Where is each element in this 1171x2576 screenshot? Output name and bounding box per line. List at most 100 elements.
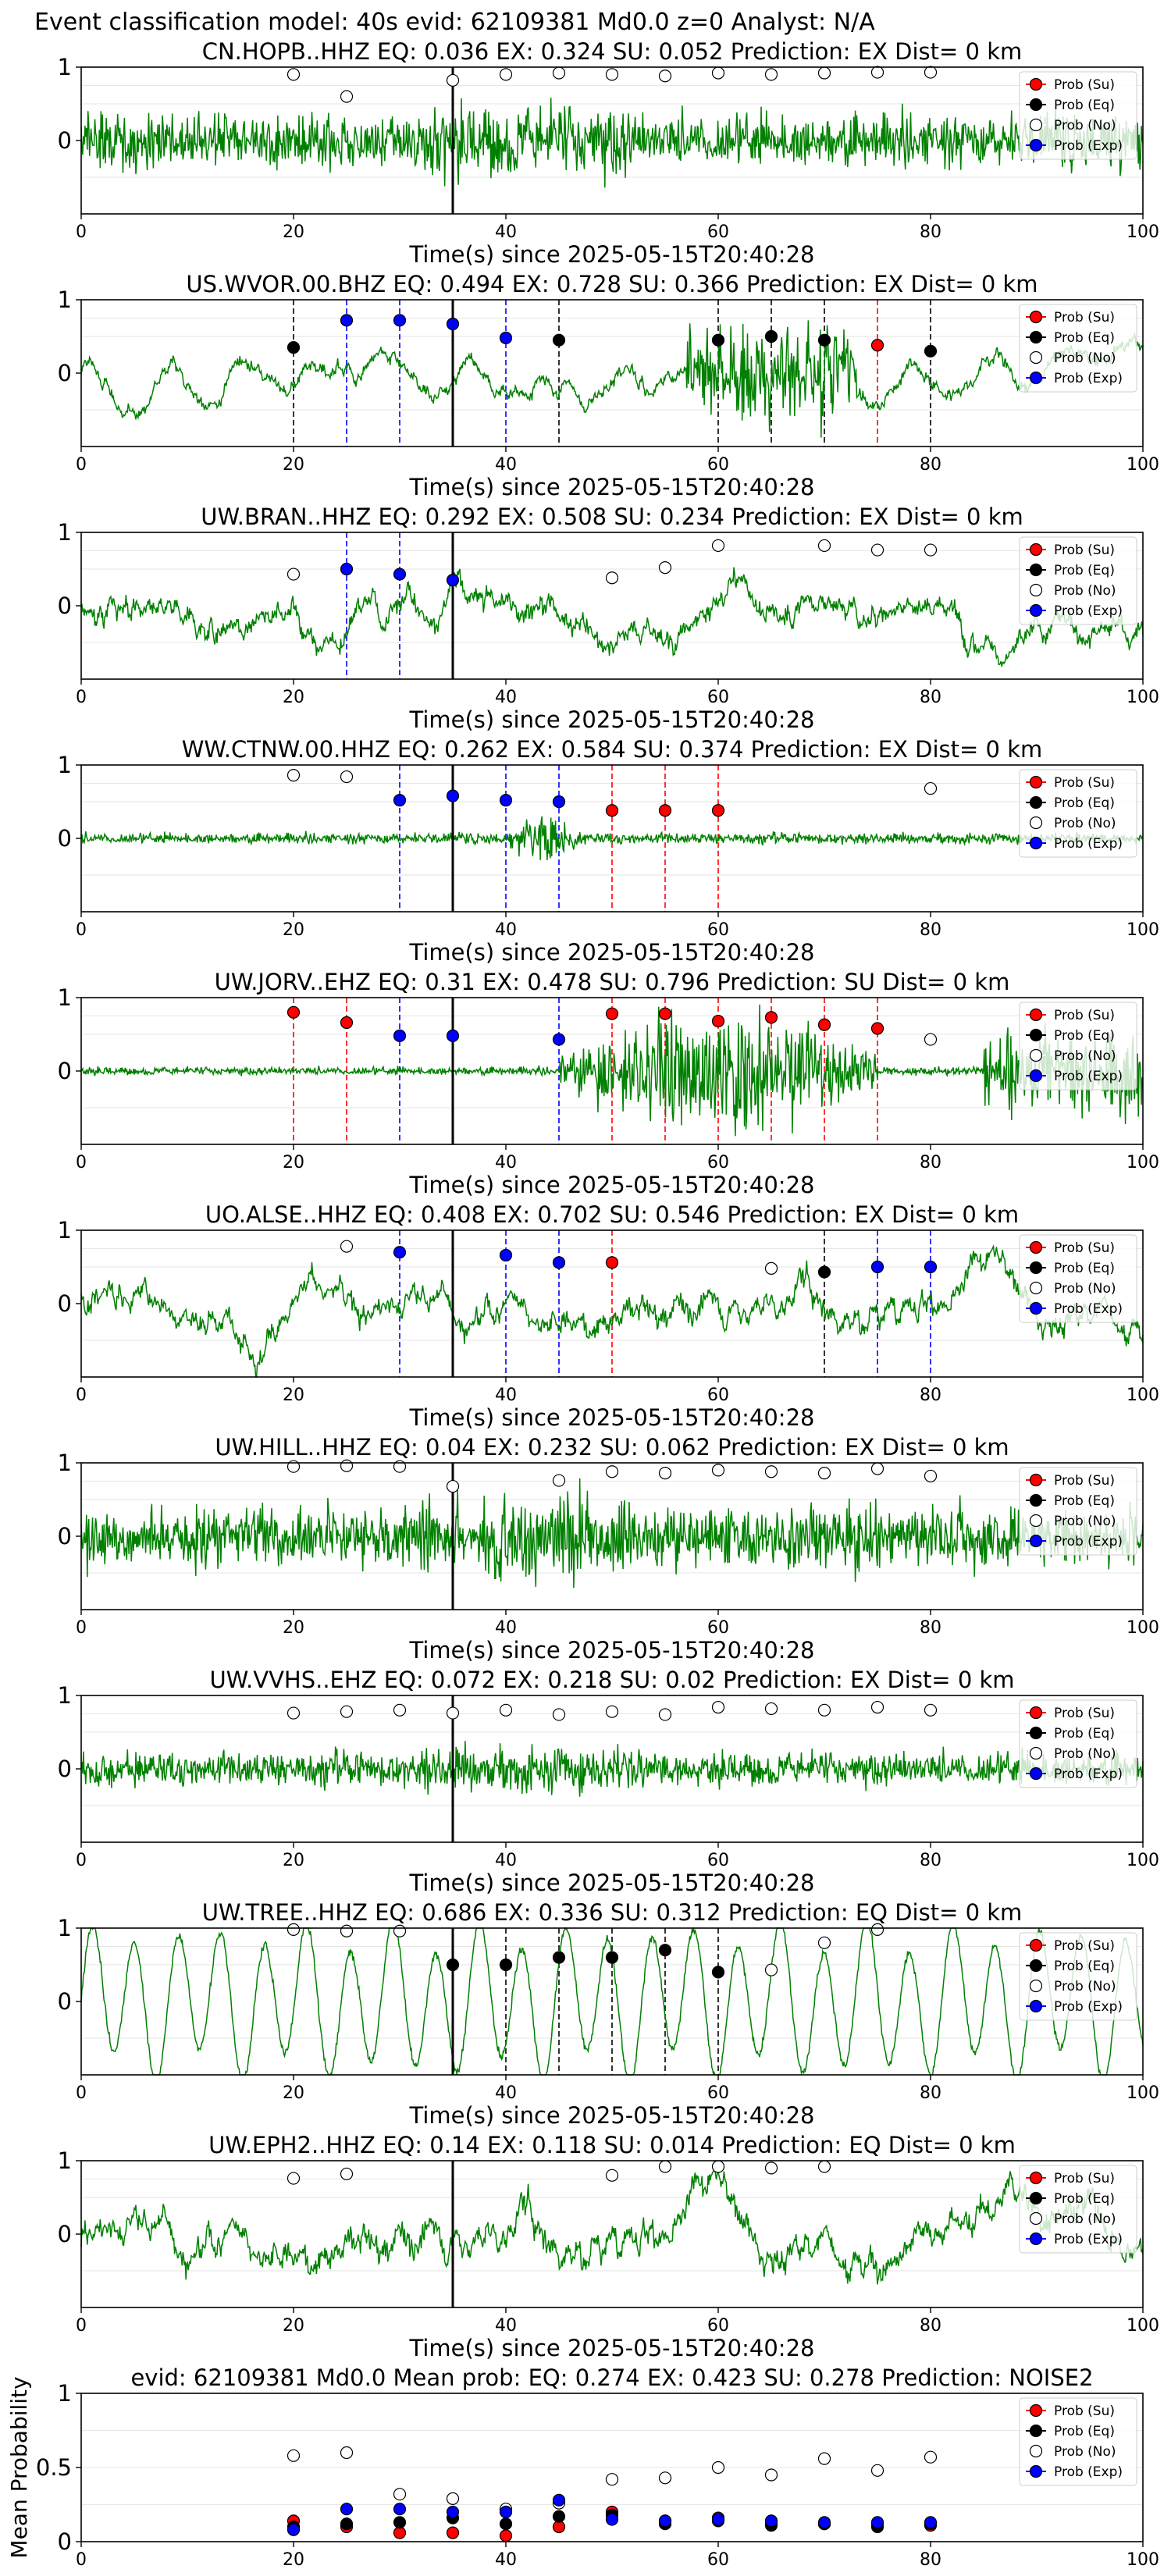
- legend-label: Prob (Exp): [1054, 371, 1123, 386]
- prob-marker-no: [658, 2160, 672, 2173]
- prob-marker-su: [658, 1007, 672, 1020]
- y-tick-label: 0: [58, 127, 72, 154]
- prob-marker-exp: [1029, 1999, 1043, 2013]
- prob-marker-exp: [446, 1029, 460, 1042]
- legend-box: [1019, 1467, 1137, 1556]
- prob-marker-no: [552, 66, 566, 80]
- prob-marker-exp: [446, 317, 460, 331]
- prob-marker-no: [924, 66, 938, 79]
- prob-marker-su: [711, 1014, 725, 1028]
- prob-marker-no: [340, 2167, 354, 2181]
- x-tick-label: 100: [1127, 920, 1159, 940]
- prob-marker-eq: [924, 344, 938, 358]
- x-tick-label: 60: [707, 1386, 729, 1405]
- x-tick-label: 0: [76, 222, 87, 242]
- prob-marker-exp: [340, 314, 354, 327]
- y-tick-label: 1: [58, 54, 72, 80]
- y-tick-label: 0: [58, 825, 72, 852]
- prob-marker-exp: [1029, 603, 1043, 617]
- prob-marker-su: [764, 1011, 778, 1024]
- prob-marker-no: [1029, 2444, 1043, 2458]
- prob-marker-no: [817, 1467, 831, 1480]
- waveform-trace: [80, 1244, 1144, 1378]
- prob-marker-no: [924, 781, 938, 795]
- x-tick-label: 80: [920, 455, 941, 475]
- prob-marker-no: [711, 66, 725, 80]
- legend-label: Prob (Su): [1054, 2403, 1115, 2419]
- x-tick-label: 60: [707, 455, 729, 475]
- prob-marker-su: [1029, 1008, 1043, 1022]
- legend-label: Prob (No): [1054, 350, 1116, 366]
- prob-marker-eq: [658, 1944, 672, 1957]
- prob-marker-no: [605, 68, 619, 81]
- prob-marker-no: [605, 2169, 619, 2182]
- prob-marker-no: [287, 769, 301, 782]
- prob-marker-exp: [764, 2514, 778, 2528]
- prob-marker-no: [924, 543, 938, 557]
- prob-marker-eq: [1029, 1493, 1043, 1507]
- x-tick-label: 20: [283, 1153, 304, 1172]
- prob-marker-exp: [658, 2514, 672, 2528]
- legend-label: Prob (Eq): [1054, 1028, 1115, 1044]
- prob-marker-exp: [446, 789, 460, 802]
- prob-marker-eq: [1029, 795, 1043, 809]
- prob-marker-no: [711, 2460, 725, 2475]
- prob-marker-no: [658, 2471, 672, 2485]
- legend-label: Prob (Exp): [1054, 2232, 1123, 2247]
- y-tick-label: 0: [58, 2221, 72, 2247]
- prob-marker-eq: [446, 1958, 460, 1972]
- x-tick-label: 60: [707, 2316, 729, 2336]
- prob-marker-no: [658, 1708, 672, 1721]
- x-tick-label: 20: [283, 455, 304, 475]
- prob-marker-no: [924, 1469, 938, 1483]
- prob-marker-eq: [340, 2517, 354, 2531]
- x-tick-label: 0: [76, 1851, 87, 1870]
- legend-label: Prob (No): [1054, 2444, 1116, 2460]
- legend-label: Prob (No): [1054, 1979, 1116, 1994]
- prob-marker-no: [552, 1474, 566, 1487]
- legend-label: Prob (No): [1054, 1048, 1116, 1064]
- x-tick-label: 60: [707, 688, 729, 707]
- x-tick-label: 60: [707, 1851, 729, 1870]
- prob-marker-no: [287, 1923, 301, 1936]
- legend-label: Prob (Su): [1054, 1473, 1115, 1489]
- legend-label: Prob (Exp): [1054, 836, 1123, 852]
- x-tick-label: 20: [283, 1851, 304, 1870]
- waveform-trace: [80, 2167, 1144, 2285]
- prob-marker-no: [499, 68, 513, 81]
- x-tick-label: 20: [283, 2083, 304, 2103]
- x-axis-label: Time(s) since 2025-05-15T20:40:28: [409, 1637, 815, 1663]
- waveform-trace: [80, 1741, 1144, 1797]
- y-axis-label: Mean Probability: [6, 2376, 32, 2558]
- x-tick-label: 40: [495, 1153, 517, 1172]
- prob-marker-exp: [711, 2513, 725, 2526]
- prob-marker-no: [658, 69, 672, 83]
- y-tick-label: 1: [58, 286, 72, 313]
- prob-marker-eq: [499, 2517, 513, 2531]
- x-tick-label: 80: [920, 688, 941, 707]
- legend-label: Prob (Eq): [1054, 1959, 1115, 1974]
- prob-marker-exp: [817, 2516, 831, 2529]
- prob-marker-su: [1029, 1706, 1043, 1720]
- axes-frame: [80, 532, 1144, 680]
- panel-9: UW.EPH2..HHZ EQ: 0.14 EX: 0.118 SU: 0.01…: [58, 2132, 1159, 2361]
- prob-marker-eq: [552, 333, 566, 347]
- prob-marker-no: [340, 1459, 354, 1472]
- prob-marker-no: [1029, 118, 1043, 132]
- legend-label: Prob (Su): [1054, 1706, 1115, 1721]
- legend-label: Prob (Eq): [1054, 795, 1115, 811]
- legend-box: [1019, 1699, 1137, 1788]
- legend-label: Prob (No): [1054, 118, 1116, 133]
- x-axis-label: Time(s) since 2025-05-15T20:40:28: [409, 2102, 815, 2129]
- prob-marker-exp: [870, 1260, 884, 1274]
- prob-marker-no: [764, 68, 778, 81]
- prob-marker-no: [393, 1703, 407, 1717]
- prob-marker-exp: [499, 794, 513, 807]
- prob-marker-exp: [393, 568, 407, 581]
- x-tick-label: 0: [76, 688, 87, 707]
- prob-marker-exp: [393, 314, 407, 327]
- x-tick-label: 80: [920, 1618, 941, 1638]
- prob-marker-no: [340, 1924, 354, 1937]
- prob-marker-exp: [552, 2493, 566, 2507]
- prob-marker-exp: [605, 2513, 619, 2526]
